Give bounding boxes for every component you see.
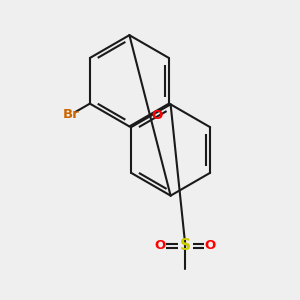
Text: O: O	[152, 109, 163, 122]
Text: O: O	[205, 239, 216, 252]
Text: S: S	[180, 238, 191, 253]
Text: Br: Br	[62, 108, 79, 121]
Text: O: O	[155, 239, 166, 252]
